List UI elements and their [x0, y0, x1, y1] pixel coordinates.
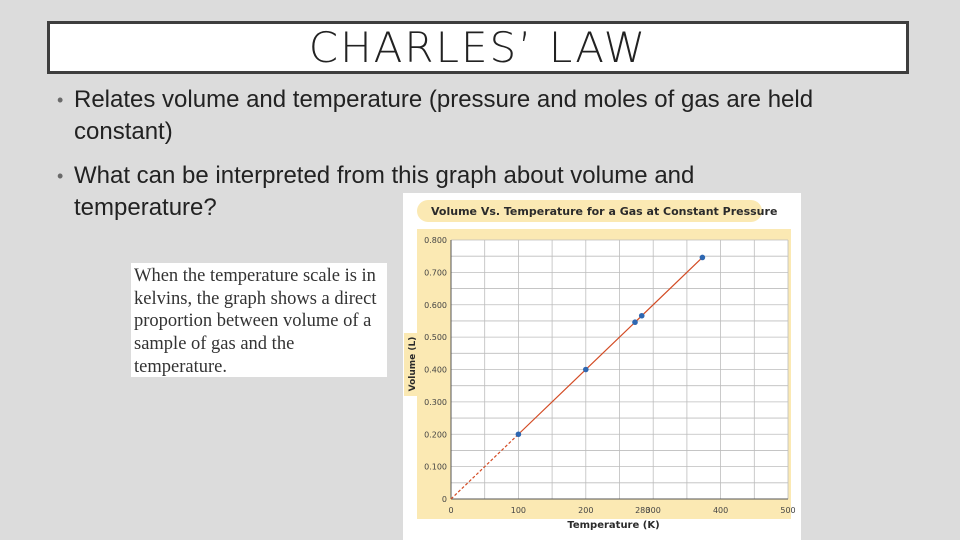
bullet-item: • What can be interpreted from this grap…: [57, 160, 834, 224]
bullet-text: Relates volume and temperature (pressure…: [74, 86, 814, 145]
x-tick-label: 400: [713, 506, 728, 515]
y-tick-label: 0.800: [424, 236, 447, 245]
bullet-dot-icon: •: [57, 166, 64, 186]
data-point: [632, 319, 638, 326]
y-tick-label: 0.500: [424, 333, 447, 342]
data-point: [699, 254, 706, 261]
y-tick-label: 0.700: [424, 268, 447, 277]
x-tick-label: 100: [511, 506, 526, 515]
x-tick-label: 0: [448, 506, 453, 515]
x-tick-label: 200: [578, 506, 593, 515]
y-tick-label: 0.100: [424, 463, 447, 472]
x-tick-label: 300: [646, 506, 661, 515]
chart-panel: Volume Vs. Temperature for a Gas at Cons…: [403, 193, 801, 540]
y-axis-label: Volume (L): [408, 337, 418, 392]
x-axis-label: Temperature (K): [567, 520, 659, 531]
y-tick-label: 0: [442, 495, 447, 504]
bullet-item: • Relates volume and temperature (pressu…: [57, 84, 894, 148]
x-tick-label: 280: [635, 506, 650, 515]
ylabel-tab: [404, 333, 420, 396]
bullet-text: What can be interpreted from this graph …: [74, 162, 695, 221]
fit-line: [517, 257, 703, 435]
callout-box: When the temperature scale is in kelvins…: [131, 263, 387, 377]
bullet-list: • Relates volume and temperature (pressu…: [57, 84, 917, 236]
slide-title: CHARLES’ LAW: [308, 23, 648, 72]
chart-title: Volume Vs. Temperature for a Gas at Cons…: [431, 205, 777, 218]
title-box: CHARLES’ LAW: [47, 21, 909, 74]
y-tick-label: 0.600: [424, 301, 447, 310]
y-tick-label: 0.200: [424, 430, 447, 439]
y-tick-label: 0.300: [424, 398, 447, 407]
bullet-dot-icon: •: [57, 90, 64, 110]
data-point: [638, 312, 645, 319]
chart-title-banner: [417, 200, 762, 222]
data-point: [583, 366, 589, 373]
extrapolation-line: [450, 433, 519, 500]
data-point: [515, 431, 522, 438]
volume-temperature-chart: Volume Vs. Temperature for a Gas at Cons…: [404, 200, 796, 531]
y-tick-label: 0.400: [424, 366, 447, 375]
x-tick-label: 500: [780, 506, 795, 515]
